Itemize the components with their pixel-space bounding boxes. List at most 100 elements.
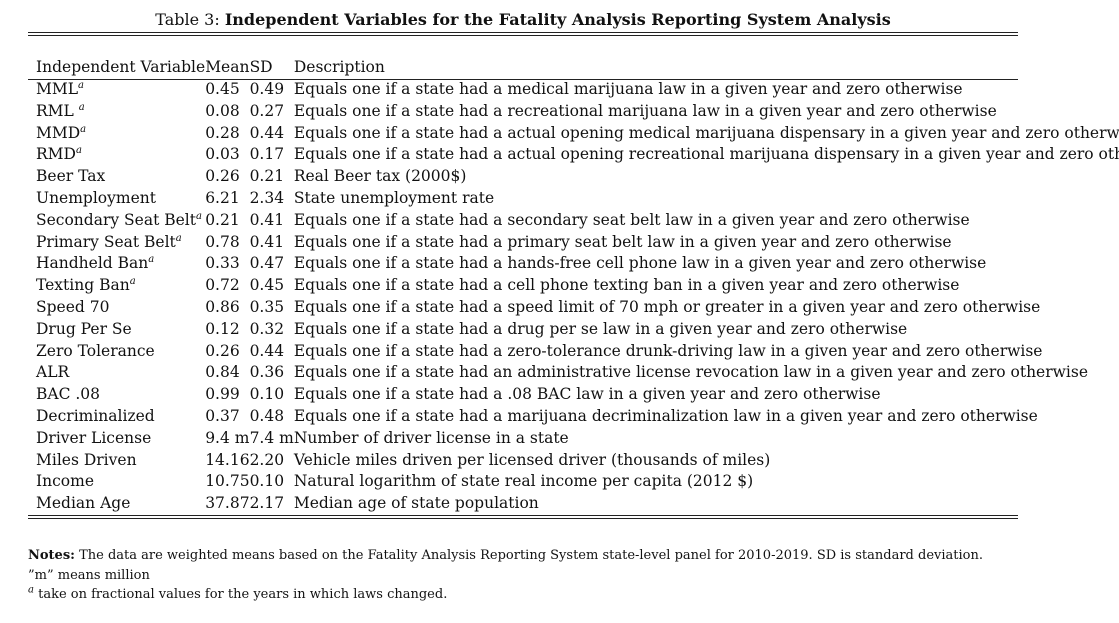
cell-mean: 0.78 [205, 232, 249, 254]
cell-variable: MMLa [28, 79, 205, 101]
cell-variable: Secondary Seat Belta [28, 210, 205, 232]
cell-description-text: Equals one if a state had a actual openi… [293, 145, 1119, 164]
cell-mean: 0.21 [205, 210, 249, 232]
table-row: ALR 0.84 0.36 Equals one if a state had an … [28, 362, 1119, 384]
cell-description: Natural logarithm of state real income p… [294, 471, 1119, 493]
cell-mean: 0.26 [205, 166, 249, 188]
cell-sd-text: 0.44 [249, 123, 285, 142]
cell-sd: 0.48 [250, 406, 294, 428]
cell-description-text: State unemployment rate [293, 188, 495, 207]
cell-description-text: Equals one if a state had a recreational… [293, 101, 997, 120]
caption-title: Independent Variables for the Fatality A… [224, 10, 891, 29]
table-row: Beer Tax 0.26 0.21 Real Beer tax (2000$) [28, 166, 1119, 188]
cell-description-text: Equals one if a state had a drug per se … [293, 319, 908, 338]
cell-variable: Texting Bana [28, 275, 205, 297]
table-body: MMLa 0.45 0.49 Equals one if a state had a … [28, 79, 1119, 515]
header-mean: Mean [205, 58, 250, 76]
cell-variable-text: Unemployment [36, 188, 156, 207]
cell-variable: Beer Tax [28, 166, 205, 188]
cell-sd-text: 0.10 [249, 385, 285, 404]
cell-variable-text: ALR [36, 363, 70, 382]
notes-text-1: The data are weighted means based on the… [79, 548, 983, 563]
cell-mean: 0.99 [205, 384, 249, 406]
cell-sd: 0.41 [250, 210, 294, 232]
cell-mean: 0.72 [205, 275, 249, 297]
footnote-marker: a [195, 210, 202, 222]
cell-sd: 2.17 [250, 493, 294, 515]
cell-variable-text: BAC .08 [36, 385, 101, 404]
cell-variable-text: Speed 70 [36, 297, 110, 316]
cell-description-text: Equals one if a state had a speed limit … [293, 297, 1041, 316]
top-rule-1 [28, 32, 1018, 33]
header-row: Independent Variable Mean SD Description [28, 57, 1119, 79]
cell-sd-text: 0.27 [249, 101, 285, 120]
cell-description: Equals one if a state had a hands-free c… [294, 253, 1119, 275]
table-row: Zero Tolerance 0.26 0.44 Equals one if a st… [28, 341, 1119, 363]
cell-sd-text: 2.34 [249, 188, 285, 207]
cell-description: Number of driver license in a state [294, 428, 1119, 450]
footnote-marker: a [129, 276, 136, 288]
cell-mean-text: 0.86 [205, 297, 240, 316]
cell-sd: 0.17 [250, 144, 294, 166]
table-row: Driver License 9.4 m 7.4 m Number of driver… [28, 428, 1119, 450]
cell-sd: 7.4 m [250, 428, 294, 450]
cell-sd: 0.44 [250, 123, 294, 145]
footnote-marker: a [148, 254, 155, 266]
cell-mean: 0.84 [205, 362, 249, 384]
table-row: Drug Per Se 0.12 0.32 Equals one if a state… [28, 319, 1119, 341]
table-notes: Notes: The data are weighted means based… [28, 546, 1108, 605]
cell-variable-text: Primary Seat Belt [36, 232, 176, 251]
cell-description-text: Equals one if a state had a secondary se… [293, 210, 970, 229]
cell-description-text: Number of driver license in a state [293, 428, 569, 447]
cell-sd: 0.10 [250, 384, 294, 406]
cell-variable-text: Driver License [36, 428, 152, 447]
cell-mean: 0.28 [205, 123, 249, 145]
cell-variable-text: Texting Ban [36, 276, 130, 295]
cell-mean-text: 0.28 [205, 123, 240, 142]
bottom-rule-1 [28, 515, 1018, 516]
cell-variable: MMDa [28, 123, 205, 145]
header-rule [28, 79, 1018, 80]
cell-variable-text: Handheld Ban [36, 254, 149, 273]
table-row: Unemployment 6.21 2.34 State unemployment r… [28, 188, 1119, 210]
table-row: RML a 0.08 0.27 Equals one if a state had a… [28, 101, 1119, 123]
cell-description-text: Equals one if a state had an administrat… [293, 363, 1088, 382]
table-row: Decriminalized 0.37 0.48 Equals one if a st… [28, 406, 1119, 428]
cell-sd: 2.20 [250, 450, 294, 472]
cell-variable: Speed 70 [28, 297, 205, 319]
table-row: MMLa 0.45 0.49 Equals one if a state had a … [28, 79, 1119, 101]
cell-mean: 0.12 [205, 319, 249, 341]
cell-description-text: Equals one if a state had a primary seat… [293, 232, 952, 251]
cell-variable: RMDa [28, 144, 205, 166]
cell-variable: Handheld Bana [28, 253, 205, 275]
cell-variable: Median Age [28, 493, 205, 515]
table-row: Texting Bana 0.72 0.45 Equals one if a stat… [28, 275, 1119, 297]
cell-description-text: Equals one if a state had a marijuana de… [293, 406, 1038, 425]
cell-mean-text: 0.26 [205, 341, 240, 360]
cell-description-text: Vehicle miles driven per licensed driver… [293, 450, 771, 469]
cell-description-text: Real Beer tax (2000$) [293, 167, 467, 186]
cell-variable-text: Decriminalized [36, 406, 155, 425]
cell-sd: 0.45 [250, 275, 294, 297]
cell-sd-text: 0.35 [249, 297, 285, 316]
cell-mean-text: 0.33 [205, 254, 240, 273]
cell-variable-text: Beer Tax [36, 167, 106, 186]
footnote-marker: a [80, 123, 87, 135]
notes-text-3: take on fractional values for the years … [38, 587, 448, 602]
cell-sd-text: 0.45 [249, 276, 285, 295]
cell-sd: 0.41 [250, 232, 294, 254]
notes-footnote-marker: a [28, 584, 34, 596]
footnote-marker: a [78, 101, 85, 113]
cell-description-text: Equals one if a state had a hands-free c… [293, 254, 987, 273]
cell-sd: 0.49 [250, 79, 294, 101]
cell-mean-text: 0.03 [205, 145, 240, 164]
cell-variable-text: Median Age [36, 494, 131, 513]
notes-line-2: ”m” means million [28, 567, 150, 583]
cell-description: Equals one if a state had a primary seat… [294, 232, 1119, 254]
cell-description-text: Equals one if a state had a actual openi… [293, 123, 1119, 142]
table-row: Handheld Bana 0.33 0.47 Equals one if a sta… [28, 253, 1119, 275]
cell-sd-text: 0.32 [249, 319, 285, 338]
cell-description-text: Natural logarithm of state real income p… [293, 472, 754, 491]
cell-sd: 0.21 [250, 166, 294, 188]
